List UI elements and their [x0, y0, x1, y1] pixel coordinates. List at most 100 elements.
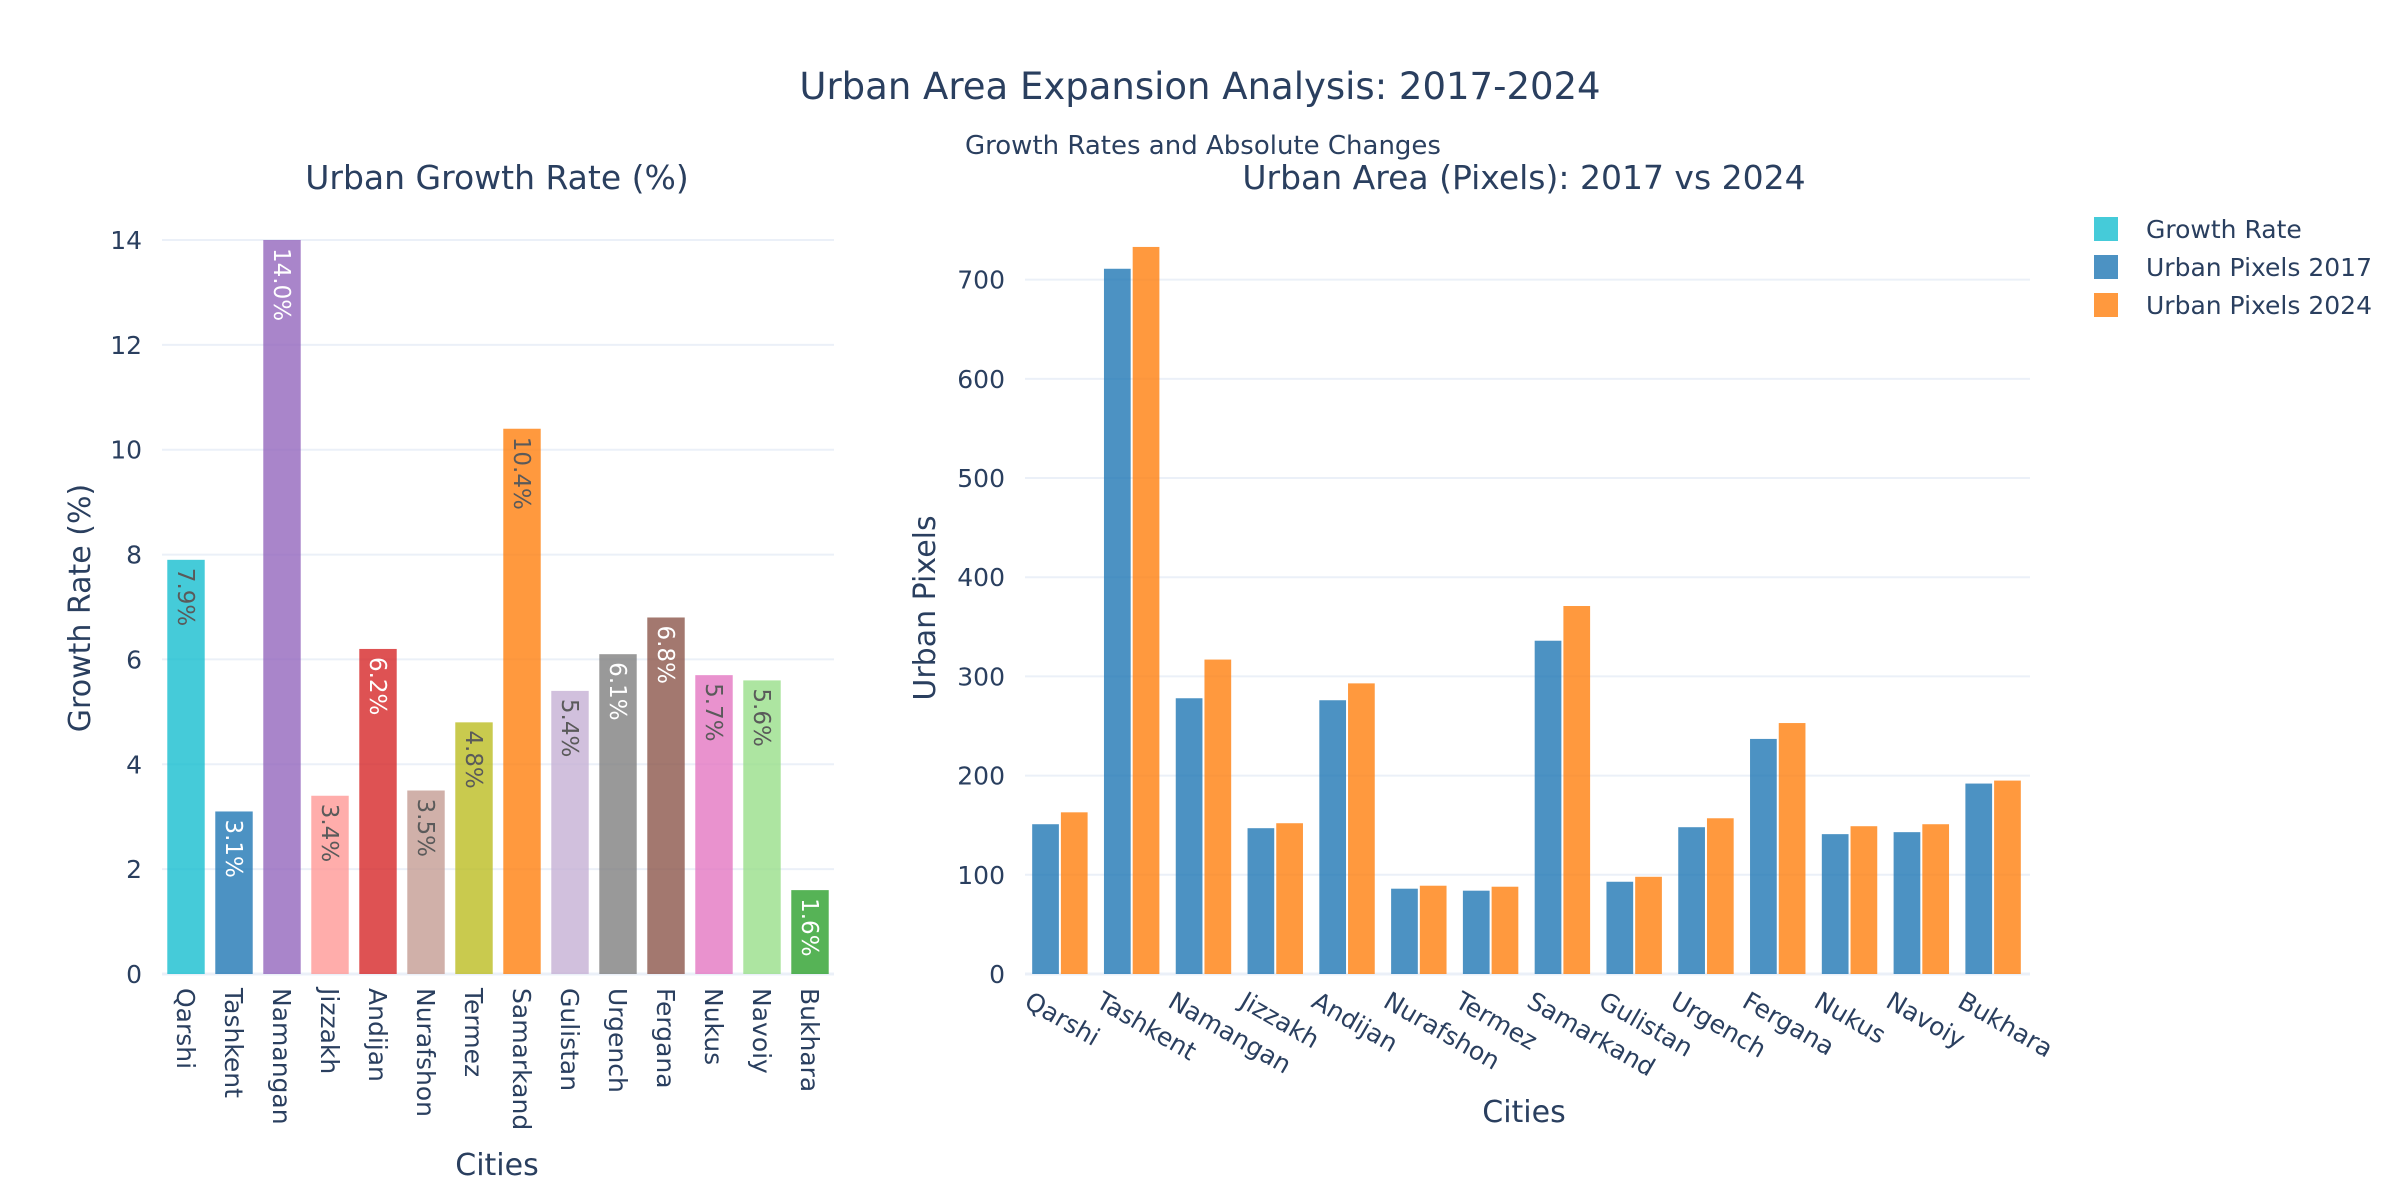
pixels-2024-bar — [1276, 823, 1303, 974]
growth-x-tick-label: Urgench — [603, 988, 632, 1093]
growth-y-tick-label: 8 — [126, 541, 142, 570]
pixels-2017-bar — [1893, 832, 1921, 974]
pixels-2017-bar — [1032, 824, 1059, 974]
legend-item-label[interactable]: Growth Rate — [2146, 215, 2302, 244]
growth-data-label: 3.1% — [220, 819, 246, 877]
growth-data-label: 14.0% — [268, 248, 294, 321]
growth-bar — [359, 648, 397, 974]
chart-subtitle: Growth Rates and Absolute Changes — [965, 131, 1441, 161]
pixels-2024-bar — [1635, 876, 1662, 974]
growth-data-label: 6.8% — [652, 625, 678, 683]
growth-data-label: 6.1% — [604, 662, 630, 720]
chart-legend: Growth Rate Urban Pixels 2017 Urban Pixels… — [2094, 215, 2372, 320]
growth-y-tick-label: 0 — [126, 960, 142, 989]
pixels-2024-bar — [1922, 824, 1950, 974]
pixels-2024-bar — [1706, 818, 1734, 974]
growth-x-tick-label: Jizzakh — [315, 986, 344, 1074]
pixels-2024-bar — [1491, 886, 1519, 974]
growth-bar — [407, 790, 445, 974]
growth-data-label: 10.4% — [508, 437, 534, 510]
legend-swatch — [2094, 217, 2118, 241]
growth-x-tick-label: Termez — [459, 987, 488, 1077]
pixels-y-tick-label: 600 — [957, 365, 1005, 394]
pixels-2017-bar — [1391, 888, 1418, 974]
growth-data-label: 5.4% — [556, 699, 582, 757]
pixels-2017-bar — [1606, 881, 1634, 974]
pixels-2017-bar — [1103, 268, 1131, 974]
pixels-2017-bar — [1462, 890, 1490, 974]
growth-bar — [551, 690, 589, 974]
growth-bar — [311, 795, 349, 974]
growth-bar — [167, 559, 205, 974]
pixels-2017-bar — [1821, 834, 1849, 974]
pixels-2017-bar — [1678, 827, 1705, 974]
pixels-y-tick-label: 100 — [957, 861, 1005, 890]
urban-pixels-panel: Urban Area (Pixels): 2017 vs 2024 0 100 20… — [908, 158, 2058, 1130]
growth-bar — [455, 722, 493, 974]
growth-y-axis-label: Growth Rate (%) — [63, 484, 98, 732]
growth-bar — [647, 617, 685, 974]
growth-x-tick-label: Navoiy — [747, 988, 776, 1074]
growth-y-tick-label: 12 — [110, 331, 142, 360]
growth-x-tick-label: Andijan — [363, 988, 392, 1082]
growth-data-label: 4.8% — [460, 730, 486, 788]
growth-bar — [215, 811, 253, 974]
pixels-x-tick-label: Navoiy — [1881, 986, 1970, 1054]
growth-bar — [743, 680, 781, 974]
chart-title: Urban Area Expansion Analysis: 2017-2024 — [799, 65, 1600, 108]
pixels-2017-bar — [1247, 828, 1275, 974]
growth-x-tick-label: Namangan — [267, 988, 296, 1125]
pixels-x-tick-label: Qarshi — [1020, 986, 1105, 1052]
pixels-y-tick-label: 300 — [957, 662, 1005, 691]
pixels-2024-bar — [1419, 885, 1447, 974]
growth-y-tick-label: 10 — [110, 436, 142, 465]
growth-chart-title: Urban Growth Rate (%) — [305, 158, 689, 197]
growth-x-tick-label: Nurafshon — [411, 988, 440, 1117]
pixels-2017-bar — [1534, 640, 1562, 974]
growth-y-tick-label: 6 — [126, 645, 142, 674]
pixels-2024-bar — [1850, 826, 1878, 974]
legend-swatch — [2094, 255, 2118, 279]
pixels-y-tick-label: 0 — [989, 960, 1005, 989]
pixels-chart-title: Urban Area (Pixels): 2017 vs 2024 — [1242, 158, 1805, 197]
growth-data-label: 5.7% — [700, 683, 726, 741]
legend-item-label[interactable]: Urban Pixels 2024 — [2146, 291, 2372, 320]
growth-x-tick-label: Nukus — [699, 988, 728, 1065]
growth-data-label: 6.2% — [364, 657, 390, 715]
pixels-2024-bar — [1204, 659, 1232, 974]
growth-x-tick-label: Qarshi — [171, 988, 200, 1069]
pixels-2024-bar — [1132, 246, 1160, 974]
growth-x-tick-label: Gulistan — [555, 988, 584, 1091]
growth-data-label: 3.4% — [316, 804, 342, 862]
legend-swatch — [2094, 293, 2118, 317]
growth-data-label: 3.5% — [412, 799, 438, 857]
growth-bar — [791, 890, 829, 974]
pixels-2024-bar — [1563, 606, 1591, 974]
growth-bar — [599, 654, 637, 974]
growth-data-label: 5.6% — [748, 688, 774, 746]
growth-rate-panel: Urban Growth Rate (%) 7.9% 3.1% 14.0% 3.4% 6… — [63, 158, 834, 1183]
pixels-2024-bar — [1994, 780, 2021, 974]
growth-data-label: 7.9% — [172, 568, 198, 626]
pixels-x-tick-label: Bukhara — [1953, 986, 2058, 1063]
pixels-2017-bar — [1175, 698, 1203, 974]
pixels-y-tick-label: 200 — [957, 762, 1005, 791]
legend-item-label[interactable]: Urban Pixels 2017 — [2146, 253, 2372, 282]
growth-x-axis-label: Cities — [455, 1148, 538, 1183]
pixels-y-axis-label: Urban Pixels — [908, 515, 943, 700]
pixels-y-tick-label: 500 — [957, 464, 1005, 493]
growth-bar — [695, 675, 733, 974]
growth-data-label: 1.6% — [796, 898, 822, 956]
growth-bar — [503, 428, 541, 974]
pixels-2024-bar — [1060, 812, 1088, 974]
pixels-y-tick-label: 700 — [957, 266, 1005, 295]
growth-x-tick-label: Fergana — [651, 988, 680, 1089]
growth-y-tick-label: 14 — [110, 226, 142, 255]
pixels-2017-bar — [1750, 738, 1777, 974]
pixels-2017-bar — [1965, 783, 1993, 974]
pixels-2024-bar — [1348, 683, 1375, 974]
growth-x-tick-label: Bukhara — [795, 988, 824, 1092]
growth-y-tick-label: 2 — [126, 855, 142, 884]
